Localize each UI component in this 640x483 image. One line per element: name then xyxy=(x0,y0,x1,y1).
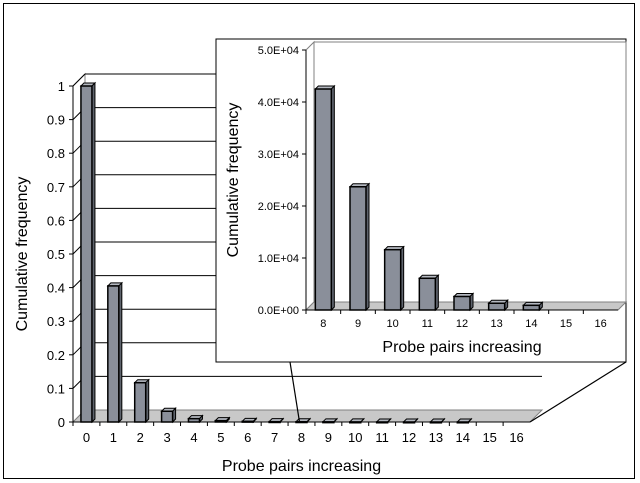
inset-bar xyxy=(314,88,333,311)
inset-x-tick-label: 14 xyxy=(525,318,537,330)
zoom-connector xyxy=(289,361,627,423)
main-x-tick-label: 15 xyxy=(482,430,496,445)
main-bar xyxy=(241,420,254,423)
inset-y-tick-label: 4.0E+04 xyxy=(258,97,299,109)
main-x-tick-label: 14 xyxy=(456,430,470,445)
zoom-line-left xyxy=(289,361,301,423)
main-y-tick-label: 0.9 xyxy=(47,113,65,128)
inset-x-tick-label: 10 xyxy=(387,318,399,330)
main-y-axis-title: Cumulative frequency xyxy=(14,177,31,332)
inset-y-tick-label: 1.0E+04 xyxy=(258,253,299,265)
main-y-tick-label: 0.6 xyxy=(47,213,65,228)
main-bar xyxy=(107,285,120,423)
main-bar xyxy=(349,421,362,424)
zoom-line-right xyxy=(529,361,627,423)
main-x-tick-label: 5 xyxy=(217,430,224,445)
inset-chart: 0.0E+00 1.0E+04 2.0E+04 3.0E+04 4.0E+04 5.0E+… xyxy=(215,38,628,363)
inset-bar xyxy=(487,302,506,311)
main-y-tick-label: 1 xyxy=(58,79,65,94)
inset-bar xyxy=(383,248,402,311)
inset-x-tick-label: 16 xyxy=(595,318,607,330)
main-x-tick-label: 12 xyxy=(402,430,416,445)
main-x-tick-label: 3 xyxy=(163,430,170,445)
main-y-tick-label: 0.8 xyxy=(47,146,65,161)
main-y-tick-label: 0.1 xyxy=(47,381,65,396)
inset-y-tick-label: 3.0E+04 xyxy=(258,149,299,161)
main-x-tick-label: 0 xyxy=(83,430,90,445)
inset-y-axis-title: Cumulative frequency xyxy=(225,103,242,258)
main-x-tick-label: 4 xyxy=(190,430,197,445)
main-y-tick-label: 0.5 xyxy=(47,247,65,262)
inset-side-wall xyxy=(305,40,315,312)
main-bar xyxy=(80,85,93,423)
main-bar xyxy=(429,421,443,424)
inset-x-tick-label: 11 xyxy=(422,318,433,330)
main-x-tick-label: 7 xyxy=(271,430,278,445)
inset-x-tick-label: 8 xyxy=(320,318,326,330)
main-x-tick-label: 9 xyxy=(325,430,332,445)
main-x-tick-label: 10 xyxy=(348,430,362,445)
main-x-axis-title: Probe pairs increasing xyxy=(222,458,381,475)
main-y-tick-label: 0.2 xyxy=(47,348,65,363)
main-y-tick-label: 0.4 xyxy=(47,281,65,296)
main-x-tick-label: 11 xyxy=(375,430,389,445)
inset-x-tick-label: 15 xyxy=(560,318,572,330)
inset-x-tick-label: 13 xyxy=(491,318,503,330)
inset-y-tick-label: 0.0E+00 xyxy=(258,305,299,317)
main-y-tick-label: 0 xyxy=(58,415,65,430)
main-y-tick-label: 0.3 xyxy=(47,314,65,329)
inset-bar xyxy=(349,186,367,311)
inset-x-tick-label: 9 xyxy=(355,318,361,330)
main-gridline-depth xyxy=(72,73,86,87)
inset-y-tick-label: 5.0E+04 xyxy=(258,45,299,57)
main-bar xyxy=(187,417,201,423)
main-bar xyxy=(160,410,174,423)
main-bar xyxy=(322,421,335,424)
main-x-tick-label: 1 xyxy=(110,430,117,445)
chart-frame xyxy=(3,3,635,479)
main-bar xyxy=(402,421,416,424)
main-bar xyxy=(133,381,147,423)
main-bar xyxy=(456,421,470,424)
inset-y-tick-label: 2.0E+04 xyxy=(258,201,299,213)
main-x-tick-label: 16 xyxy=(509,430,523,445)
main-x-tick-label: 13 xyxy=(429,430,443,445)
inset-plot-border xyxy=(314,41,627,302)
main-bar xyxy=(295,420,308,424)
inset-bar xyxy=(453,295,471,311)
main-bar xyxy=(375,421,389,424)
main-x-tick-label: 2 xyxy=(137,430,144,445)
inset-bar xyxy=(522,304,541,311)
inset-x-axis-title: Probe pairs increasing xyxy=(382,339,541,356)
inset-bar xyxy=(418,277,437,311)
main-x-tick-label: 8 xyxy=(298,430,305,445)
main-y-tick-label: 0.7 xyxy=(47,180,65,195)
inset-x-tick-label: 12 xyxy=(456,318,468,330)
main-bar xyxy=(268,420,281,424)
main-x-tick-label: 6 xyxy=(244,430,251,445)
main-bar xyxy=(214,419,228,423)
